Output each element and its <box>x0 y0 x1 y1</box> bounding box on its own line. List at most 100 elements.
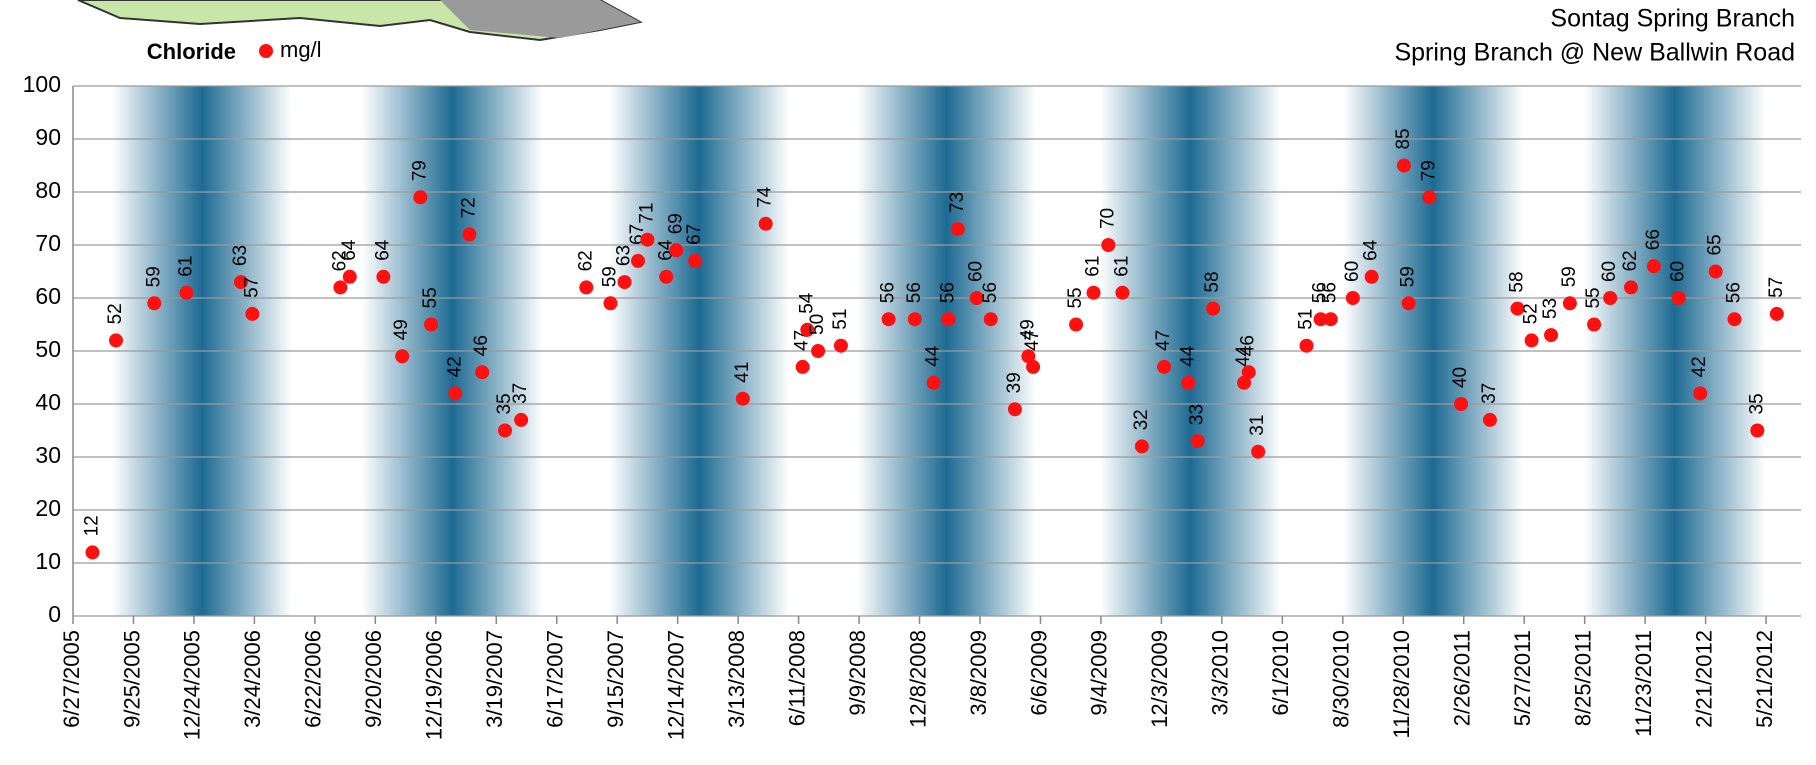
data-label: 64 <box>1361 239 1382 261</box>
data-point <box>640 233 654 247</box>
data-point <box>1483 413 1497 427</box>
y-tick-label: 70 <box>35 230 61 256</box>
data-point <box>1251 445 1265 459</box>
x-tick-label: 6/17/2007 <box>543 630 568 728</box>
data-point <box>1191 434 1205 448</box>
data-point <box>759 217 773 231</box>
data-point <box>1324 312 1338 326</box>
data-label: 62 <box>575 250 596 271</box>
data-label: 59 <box>1398 266 1419 287</box>
data-point <box>1727 312 1741 326</box>
data-label: 57 <box>1766 277 1787 298</box>
data-label: 41 <box>732 362 753 383</box>
data-label: 32 <box>1131 409 1152 430</box>
data-label: 56 <box>878 282 899 303</box>
data-point <box>1587 318 1601 332</box>
data-label: 58 <box>1506 271 1527 292</box>
x-tick-label: 2/21/2012 <box>1691 630 1716 728</box>
data-label: 52 <box>1521 303 1542 324</box>
data-label: 74 <box>755 186 776 208</box>
data-point <box>413 190 427 204</box>
data-point <box>1750 424 1764 438</box>
x-tick-label: 2/26/2011 <box>1450 630 1475 726</box>
data-point <box>147 296 161 310</box>
data-point <box>1672 291 1686 305</box>
x-tick-label: 9/20/2006 <box>361 630 386 728</box>
chart-title: Sontag Spring Branch <box>1550 5 1795 33</box>
data-point <box>882 312 896 326</box>
data-label: 66 <box>1643 229 1664 250</box>
data-label: 79 <box>1418 160 1439 181</box>
x-tick-label: 9/4/2009 <box>1087 630 1112 716</box>
data-label: 57 <box>241 277 262 298</box>
data-point <box>941 312 955 326</box>
data-label: 49 <box>391 319 412 340</box>
data-label: 12 <box>81 515 102 536</box>
data-point <box>1115 286 1129 300</box>
data-point <box>659 270 673 284</box>
data-label: 72 <box>458 197 479 218</box>
data-point <box>1346 291 1360 305</box>
y-tick-label: 90 <box>35 124 61 150</box>
data-point <box>669 243 683 257</box>
legend: mg/l <box>259 37 322 62</box>
data-label: 60 <box>1668 261 1689 282</box>
y-tick-label: 40 <box>35 389 61 415</box>
data-point <box>1181 376 1195 390</box>
data-point <box>498 424 512 438</box>
data-label: 56 <box>937 282 958 303</box>
data-label: 37 <box>510 383 531 404</box>
data-point <box>475 365 489 379</box>
y-tick-label: 100 <box>23 71 61 97</box>
data-point <box>376 270 390 284</box>
data-label: 47 <box>1022 330 1043 351</box>
data-label: 59 <box>143 266 164 287</box>
data-point <box>1709 265 1723 279</box>
data-label: 46 <box>1238 335 1259 356</box>
data-label: 79 <box>409 160 430 181</box>
data-label: 73 <box>947 192 968 213</box>
data-label: 63 <box>230 245 251 266</box>
y-tick-label: 20 <box>35 495 61 521</box>
data-label: 64 <box>372 239 393 261</box>
data-label: 56 <box>980 282 1001 303</box>
data-point <box>1525 333 1539 347</box>
data-label: 51 <box>1296 309 1317 330</box>
data-point <box>333 280 347 294</box>
data-point <box>796 360 810 374</box>
data-point <box>1454 397 1468 411</box>
data-label: 64 <box>339 239 360 261</box>
data-point <box>1647 259 1661 273</box>
data-point <box>1026 360 1040 374</box>
data-point <box>462 227 476 241</box>
x-tick-label: 3/13/2008 <box>724 630 749 728</box>
data-point <box>1770 307 1784 321</box>
data-label: 51 <box>830 309 851 330</box>
data-label: 42 <box>444 356 465 377</box>
x-tick-label: 11/23/2011 <box>1631 630 1656 737</box>
x-tick-label: 6/22/2006 <box>301 630 326 728</box>
data-label: 33 <box>1187 404 1208 425</box>
data-label: 52 <box>105 303 126 324</box>
x-tick-label: 3/3/2010 <box>1208 630 1233 716</box>
y-tick-label: 80 <box>35 177 61 203</box>
x-tick-label: 3/24/2006 <box>240 630 265 728</box>
data-point <box>984 312 998 326</box>
data-point <box>834 339 848 353</box>
y-tick-label: 30 <box>35 442 61 468</box>
data-point <box>109 333 123 347</box>
data-point <box>448 386 462 400</box>
data-point <box>1365 270 1379 284</box>
data-point <box>908 312 922 326</box>
legend-marker <box>259 44 273 58</box>
y-tick-label: 50 <box>35 336 61 362</box>
data-point <box>424 318 438 332</box>
data-label: 58 <box>1202 271 1223 292</box>
x-tick-label: 5/21/2012 <box>1752 630 1777 728</box>
data-point <box>618 275 632 289</box>
x-tick-label: 6/27/2005 <box>59 630 84 728</box>
data-point <box>1603 291 1617 305</box>
y-tick-label: 10 <box>35 548 61 574</box>
data-label: 55 <box>420 287 441 308</box>
x-tick-label: 3/8/2009 <box>966 630 991 716</box>
